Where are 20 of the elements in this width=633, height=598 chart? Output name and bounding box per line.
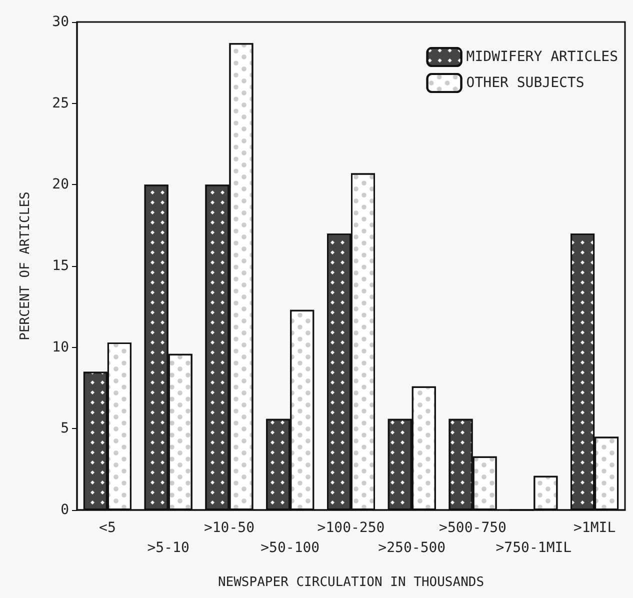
x-tick-label: >750-1MIL — [496, 540, 572, 556]
x-tick-label: >250-500 — [378, 540, 446, 556]
x-tick-label: >5-10 — [147, 540, 190, 556]
y-tick-label: 10 — [52, 339, 69, 356]
x-tick-label: >500-750 — [439, 520, 506, 536]
x-axis-title: NEWSPAPER CIRCULATION IN THOUSANDS — [218, 575, 484, 590]
y-tick-label: 5 — [60, 420, 69, 437]
y-axis-title: PERCENT OF ARTICLES — [18, 192, 33, 340]
y-tick-label: 30 — [52, 14, 69, 30]
y-tick-label: 15 — [52, 258, 69, 274]
x-tick-label: >1MIL — [573, 520, 616, 536]
x-tick-label: >10-50 — [204, 520, 255, 536]
y-tick-label: 0 — [60, 502, 69, 518]
x-tick-label: >100-250 — [317, 520, 385, 536]
x-tick-label: <5 — [99, 520, 116, 536]
y-tick-label: 20 — [52, 176, 69, 193]
legend-label: OTHER SUBJECTS — [466, 75, 584, 91]
y-tick-label: 25 — [52, 95, 69, 112]
legend-label: MIDWIFERY ARTICLES — [466, 49, 618, 65]
x-tick-label: >50-100 — [260, 540, 320, 556]
